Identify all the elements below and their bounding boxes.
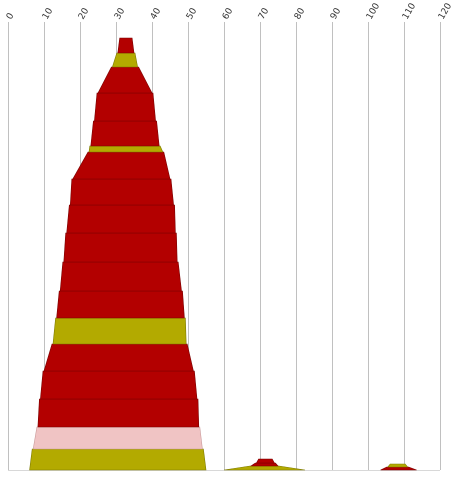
- x-tick-label-20: 20: [77, 6, 92, 21]
- x-tick-label-60: 60: [221, 6, 236, 21]
- band-main-5: [52, 317, 187, 345]
- x-tick-label-80: 80: [293, 6, 308, 21]
- band-main-12: [88, 145, 164, 153]
- band-right-1: [387, 463, 409, 468]
- band-main-1: [32, 426, 203, 450]
- band-mid-0: [223, 465, 306, 471]
- stack-main: [29, 37, 207, 471]
- band-main-4: [43, 343, 194, 372]
- band-main-11: [72, 151, 171, 180]
- band-main-10: [69, 178, 174, 206]
- band-main-6: [56, 290, 185, 319]
- x-tick-label-70: 70: [257, 6, 272, 21]
- band-main-17: [117, 37, 135, 54]
- x-tick-label-110: 110: [401, 1, 418, 21]
- x-axis-tick-labels: 0 10 20 30 40 50 60 70 80 90 100 110 120: [5, 1, 452, 21]
- x-tick-label-0: 0: [5, 11, 17, 21]
- x-tick-label-40: 40: [149, 6, 164, 21]
- band-main-3: [40, 370, 198, 400]
- band-main-16: [111, 52, 138, 68]
- x-tick-label-50: 50: [185, 6, 200, 21]
- band-main-8: [63, 232, 178, 263]
- x-tick-label-30: 30: [113, 6, 128, 21]
- x-tick-label-100: 100: [365, 1, 382, 21]
- band-mid-1: [250, 462, 279, 467]
- band-main-14: [94, 92, 156, 122]
- band-main-0: [29, 448, 207, 471]
- band-mid-2: [255, 458, 275, 464]
- band-main-7: [59, 261, 182, 292]
- x-tick-label-120: 120: [437, 1, 452, 21]
- band-right-0: [380, 466, 417, 471]
- stack-right: [380, 463, 417, 471]
- stack-mid: [223, 458, 306, 471]
- band-main-9: [66, 204, 176, 234]
- x-tick-label-90: 90: [329, 6, 344, 21]
- x-tick-label-10: 10: [41, 6, 56, 21]
- chart-marks: [29, 37, 417, 471]
- band-main-2: [37, 398, 200, 428]
- band-main-13: [90, 120, 160, 147]
- band-main-15: [97, 66, 153, 94]
